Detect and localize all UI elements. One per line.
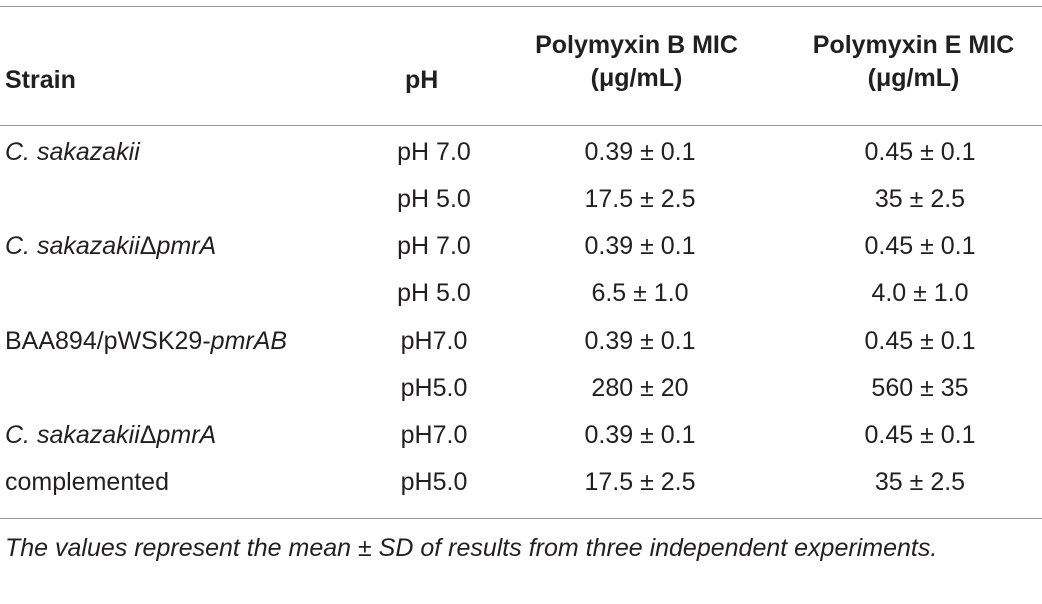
strain-gene: pmrA: [156, 421, 217, 449]
table-row-2-polymyxin-e: 35 ± 2.5: [874, 185, 966, 213]
table-row-4-ph: pH 5.0: [397, 279, 471, 307]
strain-species: C. sakazakii: [5, 232, 140, 260]
table-row-4-polymyxin-e: 4.0 ± 1.0: [871, 279, 969, 307]
strain-plasmid-prefix: BAA894/pWSK29-: [5, 327, 211, 355]
table-row-5-polymyxin-e: 0.45 ± 0.1: [864, 327, 976, 355]
table-row-7-polymyxin-b: 0.39 ± 0.1: [584, 421, 696, 449]
table-row-8-strain: complemented: [5, 468, 169, 496]
table-row-8-polymyxin-e: 35 ± 2.5: [874, 468, 966, 496]
table-row-6-ph: pH5.0: [400, 374, 468, 402]
table-row-2-polymyxin-b: 17.5 ± 2.5: [584, 185, 696, 213]
table-row-3-polymyxin-b: 0.39 ± 0.1: [584, 232, 696, 260]
table-bottom-rule: [0, 518, 1042, 519]
header-ph: pH: [405, 66, 439, 94]
table-row-1-polymyxin-e: 0.45 ± 0.1: [864, 138, 976, 166]
strain-plasmid-gene: pmrAB: [210, 327, 288, 355]
table-row-3-ph: pH 7.0: [397, 232, 471, 260]
header-polymyxin-b-title: Polymyxin B MIC: [535, 31, 738, 59]
table-header-rule: [0, 125, 1042, 126]
header-polymyxin-e: Polymyxin E MIC (μg/mL): [806, 29, 1021, 95]
table-row-6-polymyxin-b: 280 ± 20: [591, 374, 689, 402]
table-row-3-polymyxin-e: 0.45 ± 0.1: [864, 232, 976, 260]
table-row-5-polymyxin-b: 0.39 ± 0.1: [584, 327, 696, 355]
table-row-4-polymyxin-b: 6.5 ± 1.0: [591, 279, 689, 307]
strain-species: C. sakazakii: [5, 421, 140, 449]
table-row-8-ph: pH5.0: [400, 468, 468, 496]
strain-gene: pmrA: [156, 232, 217, 260]
table-row-7-polymyxin-e: 0.45 ± 0.1: [864, 421, 976, 449]
table-row-2-ph: pH 5.0: [397, 185, 471, 213]
table-row-1-strain: C. sakazakii: [5, 138, 140, 166]
header-polymyxin-e-title: Polymyxin E MIC: [812, 31, 1015, 59]
table-row-6-polymyxin-e: 560 ± 35: [871, 374, 969, 402]
table-footnote: The values represent the mean ± SD of re…: [5, 534, 938, 562]
table-row-1-ph: pH 7.0: [397, 138, 471, 166]
strain-delta-symbol: Δ: [139, 232, 157, 260]
header-polymyxin-e-unit: (μg/mL): [867, 64, 960, 92]
table-row-3-strain: C. sakazakiiΔpmrA: [5, 231, 216, 261]
header-strain: Strain: [5, 66, 76, 94]
table-top-rule: [0, 6, 1042, 7]
table-row-5-strain: BAA894/pWSK29-pmrAB: [5, 326, 287, 356]
header-polymyxin-b-unit: (μg/mL): [590, 64, 683, 92]
strain-delta-symbol: Δ: [139, 421, 157, 449]
table-row-7-strain: C. sakazakiiΔpmrA: [5, 420, 216, 450]
table-row-5-ph: pH7.0: [400, 327, 468, 355]
table-row-7-ph: pH7.0: [400, 421, 468, 449]
table-row-1-polymyxin-b: 0.39 ± 0.1: [584, 138, 696, 166]
header-polymyxin-b: Polymyxin B MIC (μg/mL): [518, 29, 755, 95]
table-row-8-polymyxin-b: 17.5 ± 2.5: [584, 468, 696, 496]
